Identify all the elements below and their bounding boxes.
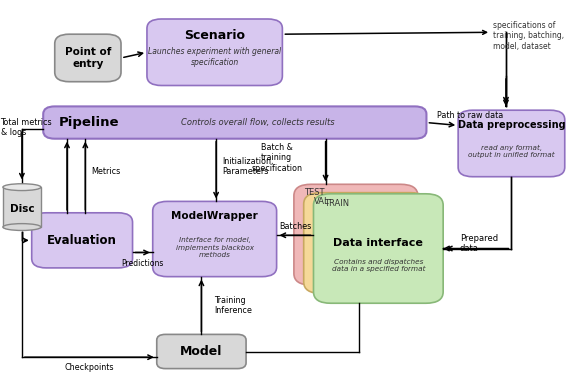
Text: Prepared
data: Prepared data xyxy=(460,233,498,253)
Text: TEST: TEST xyxy=(304,188,325,197)
Text: Point of
entry: Point of entry xyxy=(65,47,111,69)
Text: read any format,
output in unified format: read any format, output in unified forma… xyxy=(468,145,555,158)
FancyBboxPatch shape xyxy=(152,201,276,277)
Text: Interface for model,
implements blackbox
methods: Interface for model, implements blackbox… xyxy=(176,237,254,258)
FancyBboxPatch shape xyxy=(55,34,121,82)
Text: Path to raw data: Path to raw data xyxy=(437,111,503,120)
Text: TRAIN: TRAIN xyxy=(324,199,349,208)
Text: Scenario: Scenario xyxy=(184,29,245,42)
Text: Contains and dispatches
data in a specified format: Contains and dispatches data in a specif… xyxy=(332,259,425,272)
FancyBboxPatch shape xyxy=(43,106,427,139)
Ellipse shape xyxy=(3,223,41,230)
Text: ModelWrapper: ModelWrapper xyxy=(171,211,258,221)
Text: Training
Inference: Training Inference xyxy=(214,296,252,315)
Text: Disc: Disc xyxy=(9,204,34,214)
Text: Evaluation: Evaluation xyxy=(47,234,117,247)
Text: Data interface: Data interface xyxy=(333,238,423,248)
FancyBboxPatch shape xyxy=(458,110,565,177)
Text: Predictions: Predictions xyxy=(122,259,164,268)
Text: Metrics: Metrics xyxy=(91,168,120,176)
FancyBboxPatch shape xyxy=(304,193,428,293)
FancyBboxPatch shape xyxy=(294,184,418,285)
Text: Launches experiment with general
specification: Launches experiment with general specifi… xyxy=(148,47,281,66)
Bar xyxy=(3,187,41,227)
Text: Total metrics
& logs: Total metrics & logs xyxy=(1,117,52,137)
FancyBboxPatch shape xyxy=(147,19,282,86)
FancyBboxPatch shape xyxy=(314,194,443,303)
Text: Initialization,
Parameters: Initialization, Parameters xyxy=(222,157,273,176)
Text: Checkpoints: Checkpoints xyxy=(65,363,114,372)
Text: Data preprocessing: Data preprocessing xyxy=(457,120,565,130)
Text: Model: Model xyxy=(180,345,222,358)
Text: Batches: Batches xyxy=(279,222,311,231)
Text: Pipeline: Pipeline xyxy=(59,116,119,129)
Text: Batch &
training
specification: Batch & training specification xyxy=(251,143,302,173)
FancyBboxPatch shape xyxy=(31,213,133,268)
FancyBboxPatch shape xyxy=(157,334,246,369)
Text: specifications of
training, batching,
model, dataset: specifications of training, batching, mo… xyxy=(493,21,564,51)
Ellipse shape xyxy=(3,184,41,190)
Text: VAL: VAL xyxy=(314,196,329,206)
Text: Controls overall flow, collects results: Controls overall flow, collects results xyxy=(181,118,335,127)
